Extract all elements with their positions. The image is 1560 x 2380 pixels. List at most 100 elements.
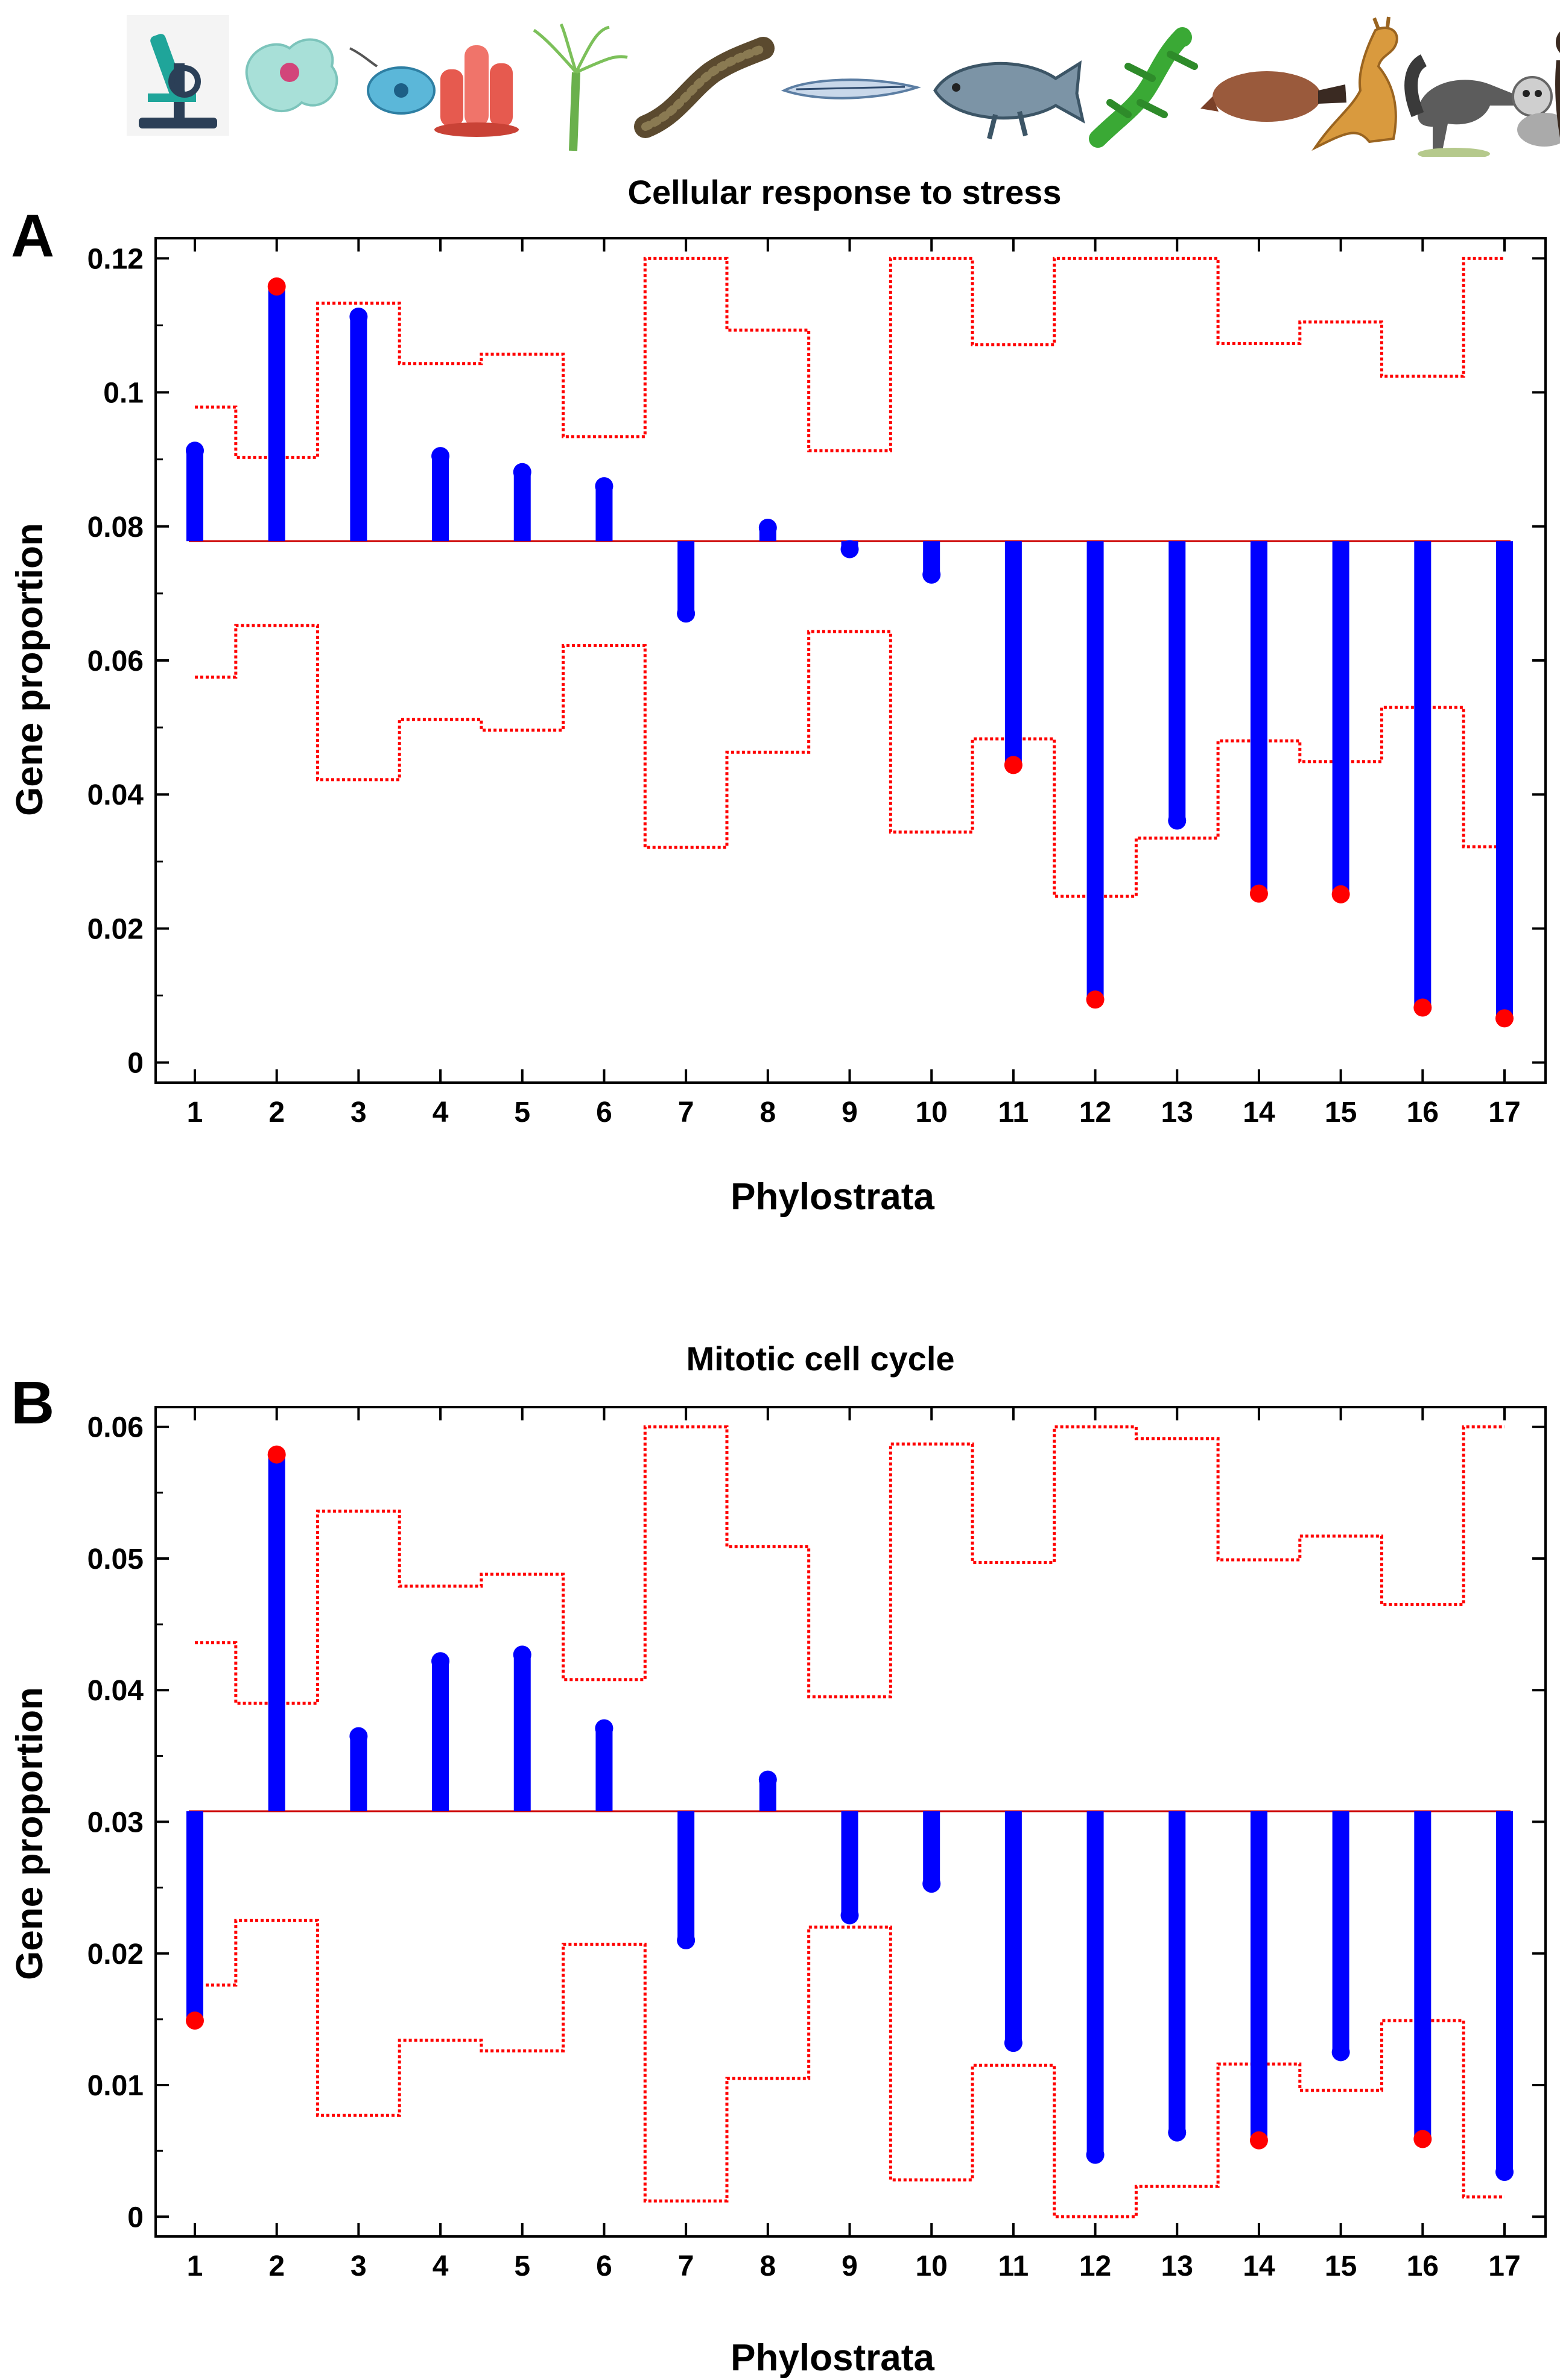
bar-phylostratum-3: [350, 1736, 367, 1812]
sponge-icon: [434, 45, 519, 137]
coelacanth-icon: [933, 60, 1085, 139]
bar-phylostratum-4: [432, 1661, 449, 1812]
bar-end-marker: [677, 1931, 696, 1949]
x-axis-label-b: Phylostrata: [731, 2337, 934, 2379]
x-tick-label: 5: [514, 1097, 530, 1128]
chart-title-b: Mitotic cell cycle: [686, 1340, 954, 1378]
x-tick-label: 14: [1243, 2250, 1275, 2282]
bar-end-marker: [1495, 1009, 1514, 1028]
bar-phylostratum-16: [1414, 1811, 1432, 2139]
bar-end-marker: [1331, 885, 1350, 904]
bar-phylostratum-12: [1086, 1811, 1104, 2155]
upper-confidence-band: [195, 256, 1505, 459]
x-tick-label: 1: [187, 1097, 203, 1128]
anteater-icon: [1404, 54, 1520, 157]
x-tick-label: 7: [678, 2250, 694, 2282]
x-tick-label: 17: [1488, 1097, 1520, 1128]
bar-end-marker: [186, 442, 204, 460]
worm-icon: [634, 37, 775, 138]
platypus-icon: [1200, 71, 1346, 122]
bar-end-marker: [922, 1875, 941, 1893]
y-tick-label: 0.02: [87, 1938, 144, 1970]
x-tick-label: 3: [350, 1097, 367, 1128]
bar-phylostratum-5: [513, 1654, 531, 1812]
bar-phylostratum-11: [1004, 541, 1022, 765]
bar-phylostratum-14: [1250, 541, 1267, 894]
y-tick-label: 0.05: [87, 1543, 144, 1575]
x-tick-label: 14: [1243, 1097, 1275, 1128]
bar-end-marker: [840, 1906, 859, 1925]
y-tick-label: 0: [127, 1048, 144, 1080]
bar-end-marker: [1413, 2130, 1432, 2148]
x-tick-label: 2: [268, 1097, 285, 1128]
x-tick-label: 4: [433, 2250, 449, 2282]
upper-confidence-band: [195, 1425, 1505, 1705]
bar-end-marker: [1086, 2145, 1105, 2164]
lower-confidence-band: [195, 1919, 1505, 2218]
x-tick-label: 16: [1407, 1097, 1439, 1128]
bar-phylostratum-17: [1496, 541, 1513, 1019]
lancelet-icon: [781, 78, 922, 100]
lemur-icon: [1512, 76, 1560, 147]
x-tick-label: 17: [1488, 2250, 1520, 2282]
bar-end-marker: [431, 447, 450, 466]
x-tick-label: 11: [998, 1097, 1029, 1128]
bar-end-marker: [1249, 884, 1268, 903]
bar-end-marker: [267, 277, 286, 296]
x-axis-label-a: Phylostrata: [731, 1176, 934, 1218]
bar-phylostratum-13: [1168, 541, 1186, 821]
bar-phylostratum-6: [595, 1728, 613, 1812]
bar-phylostratum-1: [186, 451, 203, 542]
bar-end-marker: [513, 1645, 531, 1664]
x-tick-label: 16: [1407, 2250, 1439, 2282]
lizard-icon: [1089, 27, 1198, 148]
bar-phylostratum-6: [595, 486, 613, 542]
bar-end-marker: [1168, 811, 1187, 830]
bar-end-marker: [513, 463, 531, 481]
y-tick-label: 0.08: [87, 511, 144, 543]
bar-end-marker: [1168, 2123, 1187, 2142]
y-tick-label: 0.1: [103, 378, 144, 410]
bar-phylostratum-16: [1414, 541, 1432, 1008]
x-tick-label: 13: [1161, 2250, 1193, 2282]
chart-title-a: Cellular response to stress: [628, 173, 1062, 211]
bar-phylostratum-12: [1086, 541, 1104, 1000]
bar-phylostratum-1: [186, 1811, 203, 2021]
bar-phylostratum-15: [1332, 1811, 1349, 2052]
hydra-icon: [533, 23, 628, 151]
x-tick-label: 5: [514, 2250, 530, 2282]
bar-phylostratum-3: [350, 317, 367, 542]
x-tick-label: 6: [596, 1097, 612, 1128]
bar-end-marker: [1495, 2163, 1514, 2182]
bar-end-marker: [349, 308, 368, 326]
bar-end-marker: [758, 519, 777, 537]
y-tick-label: 0.04: [87, 1675, 144, 1707]
bar-end-marker: [1413, 998, 1432, 1017]
chart-cellular-response-to-stress: A Cellular response to stress Gene propo…: [9, 173, 1547, 1218]
x-tick-label: 12: [1079, 1097, 1111, 1128]
bar-phylostratum-4: [432, 456, 449, 542]
y-axis-label-a: Gene proportion: [9, 523, 51, 816]
x-tick-label: 15: [1325, 2250, 1357, 2282]
chart-mitotic-cell-cycle: B Mitotic cell cycle Gene proportion Phy…: [9, 1340, 1547, 2379]
bar-end-marker: [1331, 2043, 1350, 2062]
protist-icon: [349, 47, 436, 115]
bar-phylostratum-9: [841, 1811, 858, 1916]
bar-end-marker: [922, 565, 941, 584]
x-tick-label: 8: [759, 1097, 776, 1128]
bar-end-marker: [595, 477, 614, 496]
bar-phylostratum-7: [677, 541, 695, 614]
bar-end-marker: [1249, 2131, 1268, 2150]
kangaroo-icon: [1311, 16, 1398, 151]
y-tick-label: 0.03: [87, 1807, 144, 1839]
bar-end-marker: [186, 2011, 204, 2030]
bar-phylostratum-15: [1332, 541, 1349, 894]
y-tick-label: 0: [127, 2201, 144, 2233]
bar-end-marker: [267, 1445, 286, 1464]
x-tick-label: 2: [268, 2250, 285, 2282]
x-tick-label: 9: [842, 2250, 858, 2282]
lower-confidence-band: [195, 624, 1505, 898]
microscope-icon: [127, 15, 229, 136]
x-tick-label: 4: [433, 1097, 449, 1128]
x-tick-label: 9: [842, 1097, 858, 1128]
